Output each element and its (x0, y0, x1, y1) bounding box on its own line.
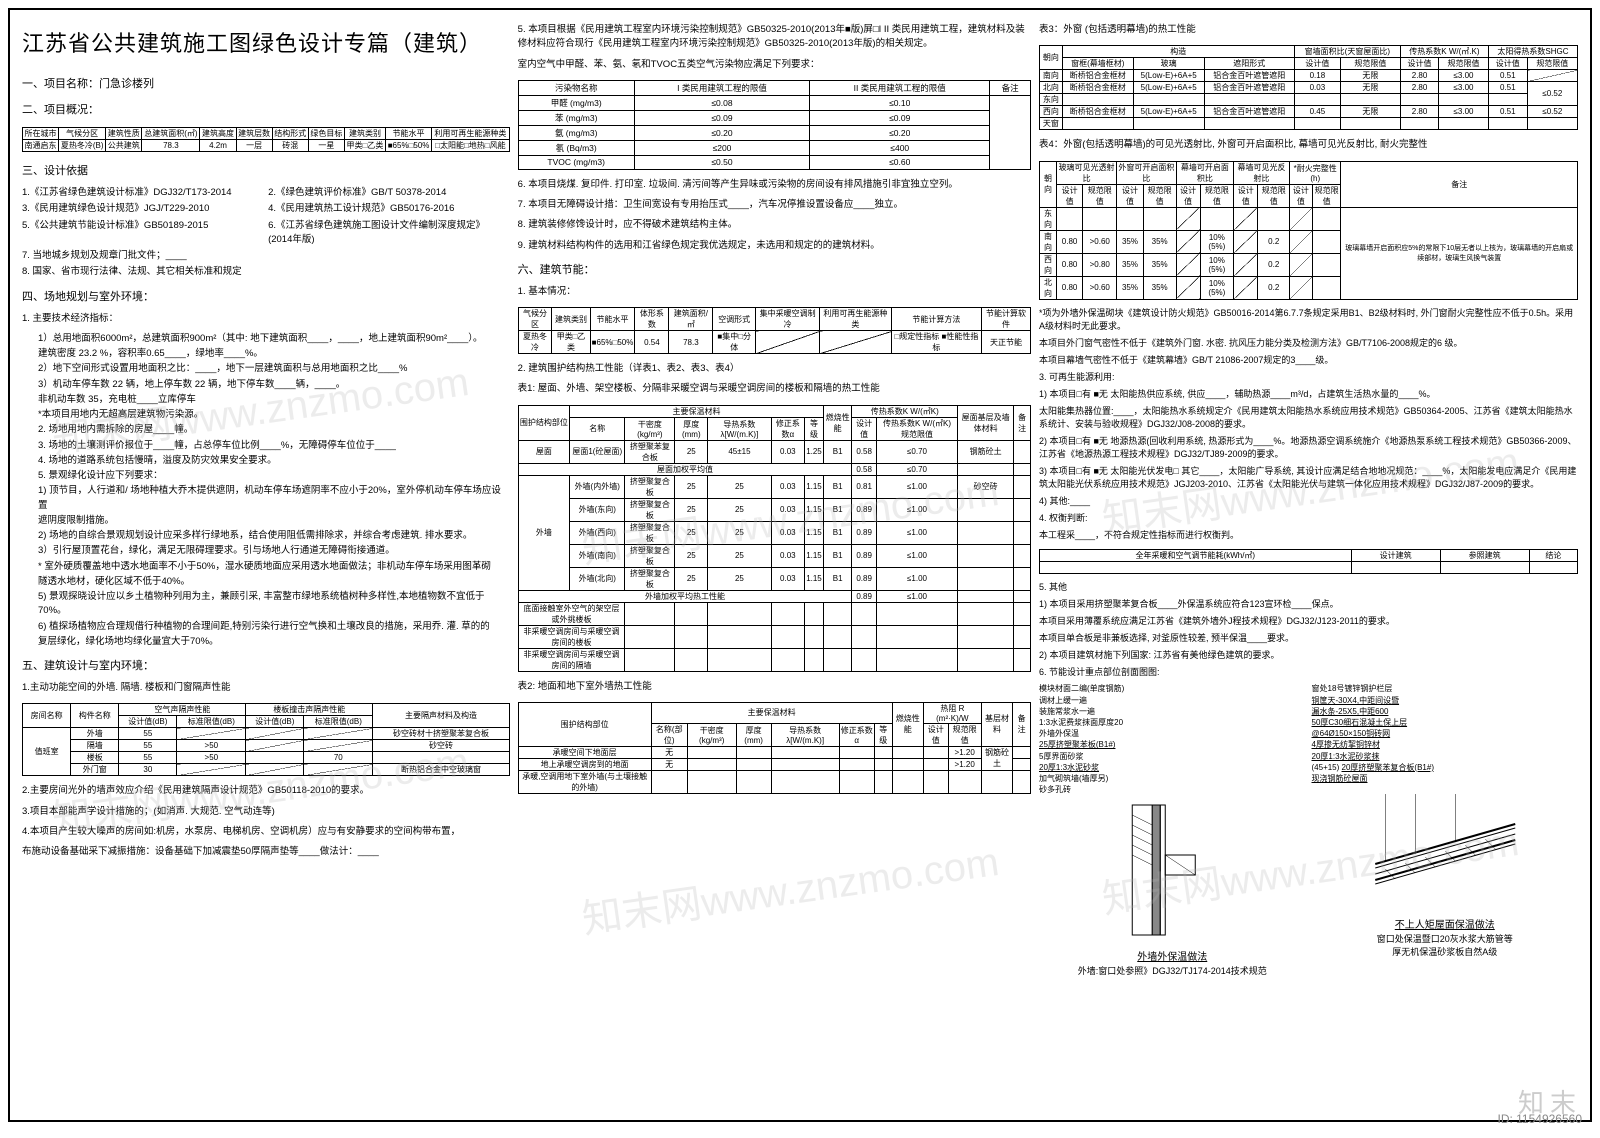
section-5: 五、建筑设计与室内环境： (22, 657, 510, 673)
envelope-table-1: 围护结构部位 主要保温材料 燃烧性能 传热系数K W/(㎡K) 屋面基层及墙体材… (518, 405, 1031, 672)
section-3: 三、设计依据 (22, 162, 510, 178)
wall-section-diagram: ⊞⊞ (1039, 795, 1306, 945)
acoustic-table: 房间名称 构件名称 空气声隔声性能 楼板撞击声隔声性能 主要隔声材料及构造 设计… (22, 703, 510, 776)
project-overview-table: 所在城市 气候分区 建筑性质 总建筑面积(㎡) 建筑高度 建筑层数 结构形式 绿… (22, 127, 510, 152)
page-frame: 江苏省公共建筑施工图绿色设计专篇（建筑） 一、项目名称：门急诊楼列 二、项目概况… (8, 8, 1592, 1122)
pollutant-table: 污染物名称I 类民用建筑工程的限值II 类民用建筑工程的限值备注 甲醛 (mg/… (518, 80, 1031, 170)
column-3: 表3：外窗 (包括透明幕墙)的热工性能 朝向 构造 窗墙面积比(天窗屋面比) 传… (1039, 22, 1578, 1108)
column-2: 5. 本项目根据《民用建筑工程室内环境污染控制规范》GB50325-2010(2… (518, 22, 1031, 1108)
id-text: ID: 1154926560 (1497, 1112, 1582, 1126)
window-table-3: 朝向 构造 窗墙面积比(天窗屋面比) 传热系数K W/(㎡.K) 太阳得热系数S… (1039, 45, 1578, 130)
section-2: 二、项目概况： (22, 101, 510, 117)
basic-info-table: 气候分区建筑类别节能水平体形系数建筑面积/㎡空调形式集中采暖空调制冷利用可再生能… (518, 307, 1031, 354)
window-table-4: 朝向 玻璃可见光透射比 外窗可开启面积比 幕墙可开启面积比 幕墙可见光反射比 *… (1039, 161, 1578, 300)
roof-section-diagram (1312, 784, 1579, 914)
column-1: 江苏省公共建筑施工图绿色设计专篇（建筑） 一、项目名称：门急诊楼列 二、项目概况… (22, 22, 510, 1108)
section-4: 四、场地规划与室外环境： (22, 288, 510, 304)
section-1: 一、项目名称：门急诊楼列 (22, 75, 510, 91)
balance-table: 全年采暖和空气调节能耗(kWh/㎡)设计建筑参照建筑结论 (1039, 549, 1578, 574)
page-title: 江苏省公共建筑施工图绿色设计专篇（建筑） (22, 26, 510, 58)
envelope-table-2: 围护结构部位 主要保温材料 燃烧性能 热阻 R (m²·K)/W 基层材料 备注… (518, 702, 1031, 794)
